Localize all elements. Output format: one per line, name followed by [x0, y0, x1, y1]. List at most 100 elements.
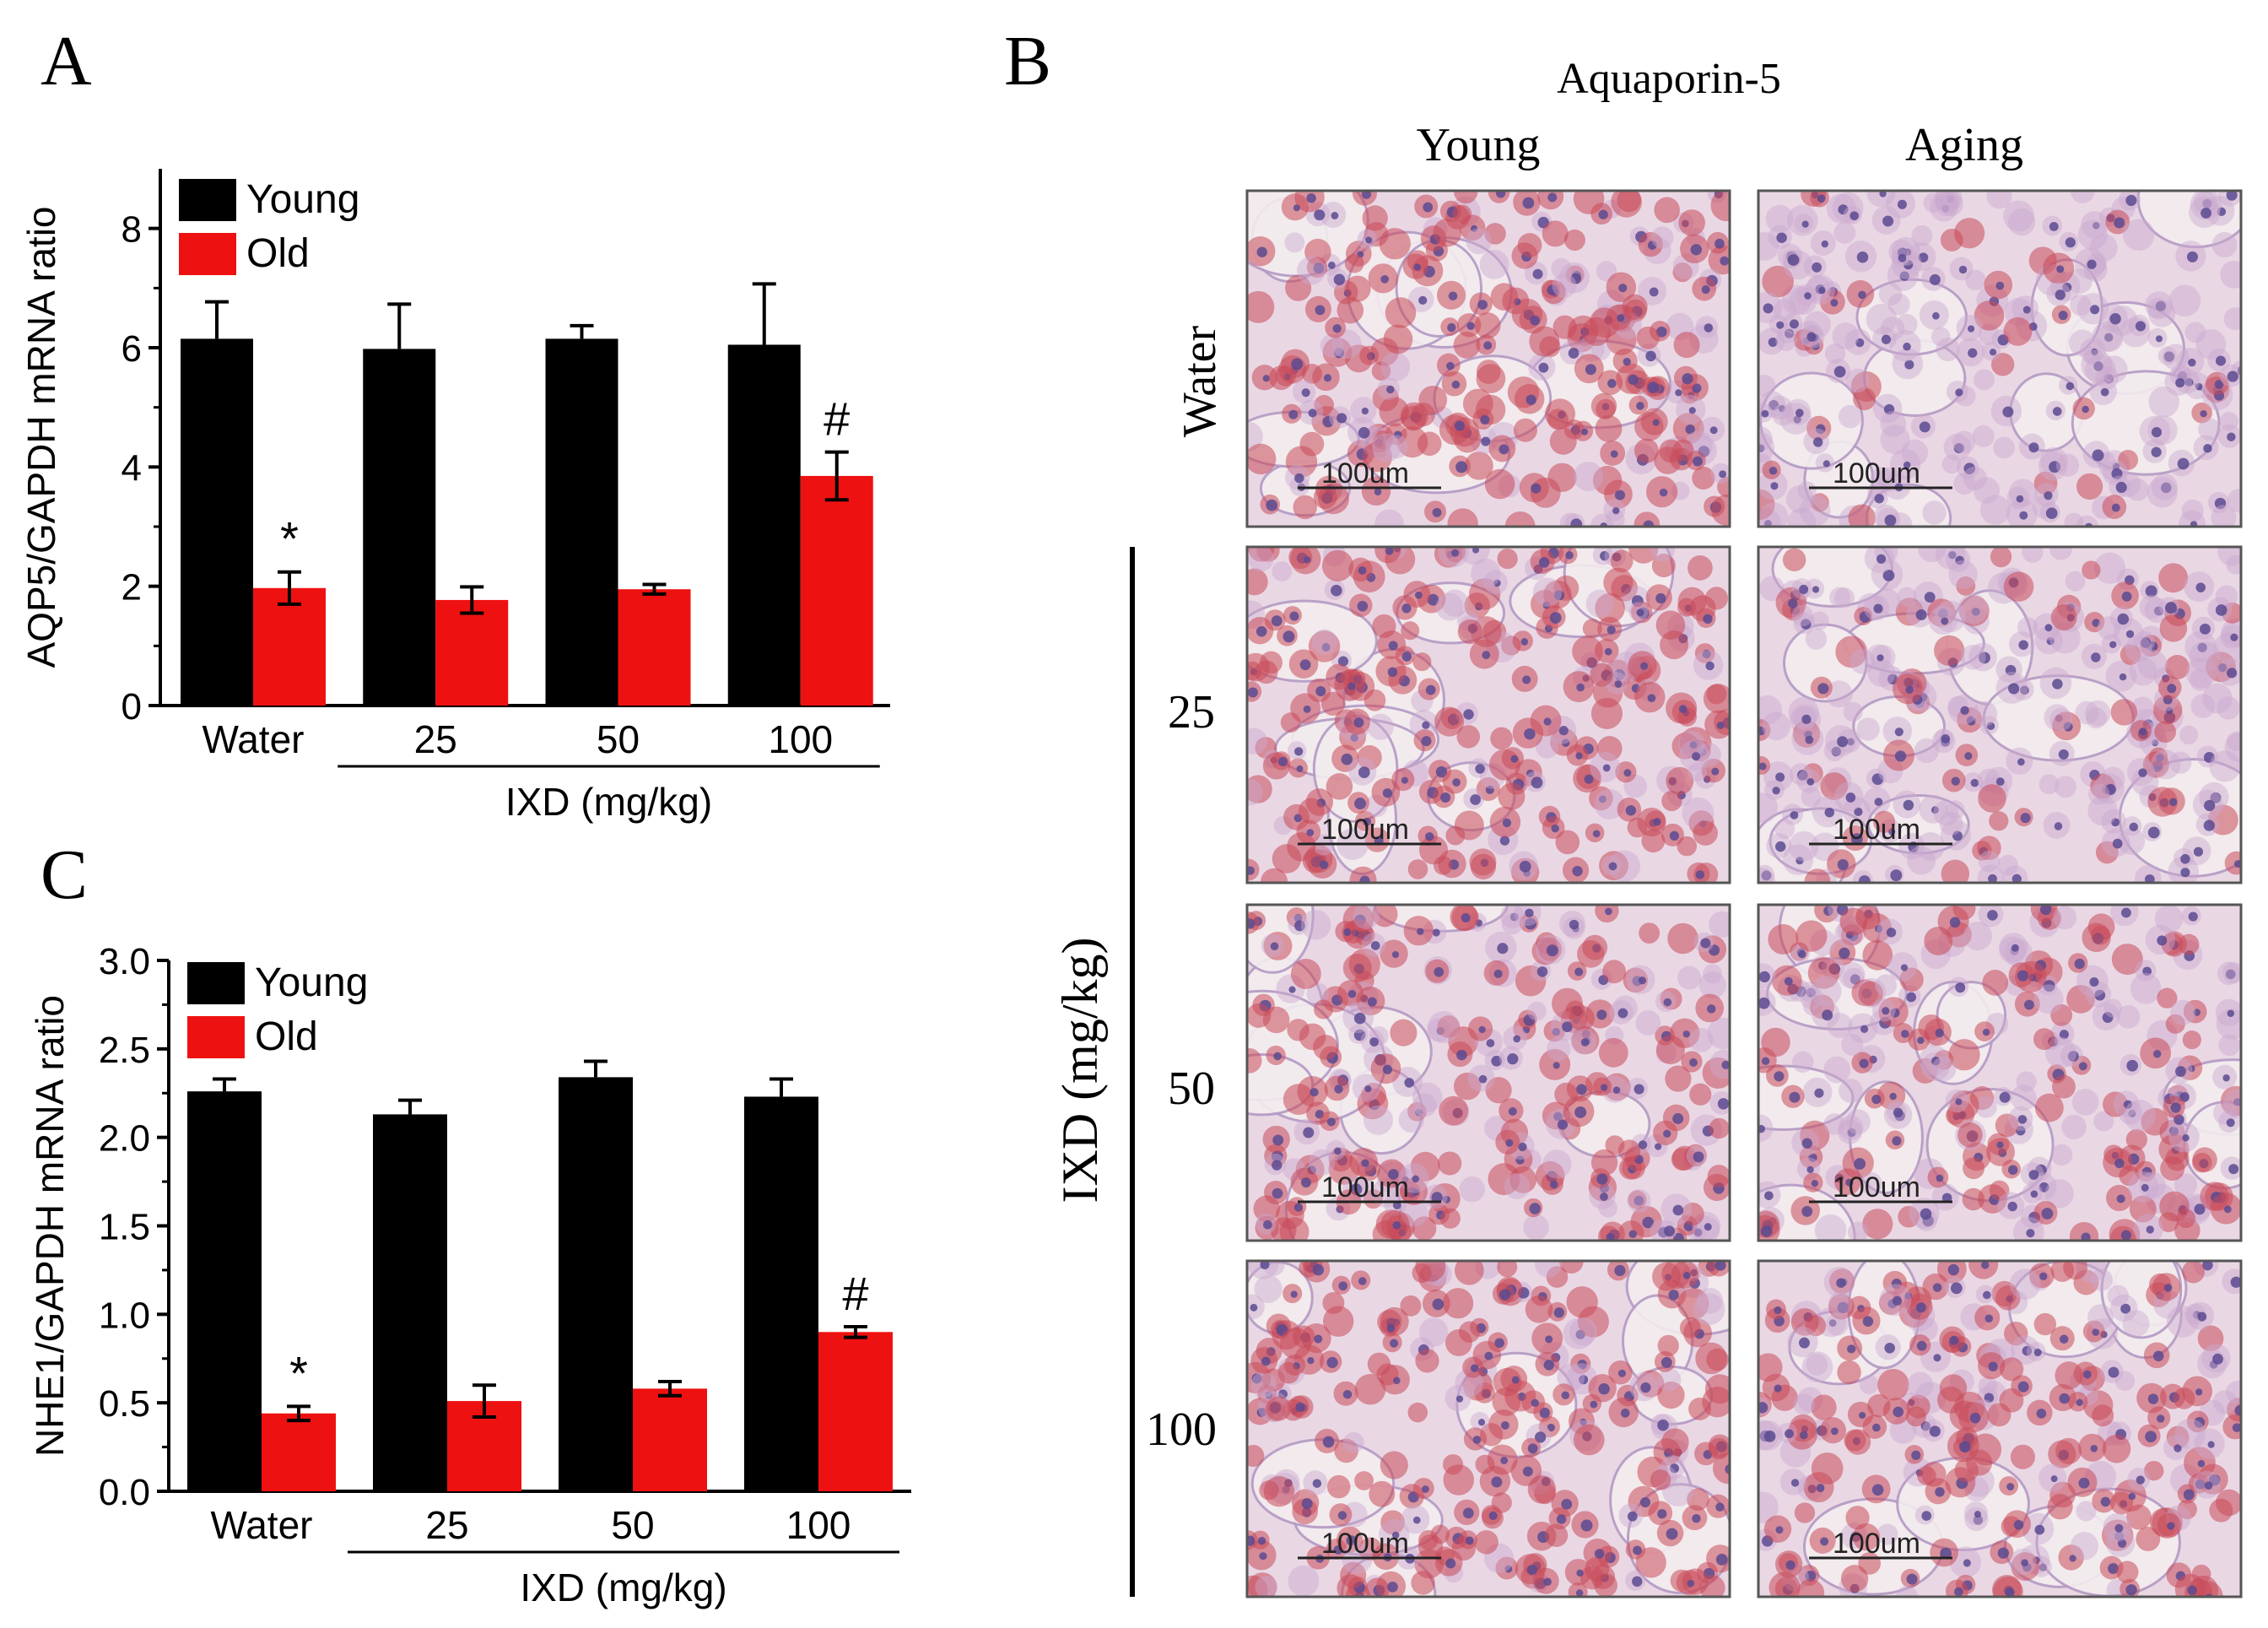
- nucleus: [1290, 1290, 1298, 1298]
- nucleus: [1704, 1223, 1712, 1231]
- nucleus: [1799, 584, 1809, 594]
- nucleus: [2094, 989, 2106, 1001]
- nucleus: [1949, 917, 1961, 928]
- cell: [1711, 494, 1730, 526]
- nucleus: [1364, 1085, 1372, 1093]
- nucleus: [2222, 1074, 2230, 1082]
- scale-bar-label: 100um: [1321, 814, 1409, 846]
- nucleus: [1301, 388, 1310, 398]
- cell: [1968, 1261, 1999, 1279]
- cell: [1823, 1056, 1851, 1084]
- nucleus: [1814, 1088, 1824, 1098]
- nucleus: [1543, 717, 1552, 726]
- nucleus: [2193, 1009, 2200, 1016]
- nucleus: [1947, 1263, 1959, 1276]
- legend-label-young: Young: [255, 960, 368, 1005]
- cell: [1549, 427, 1577, 455]
- nucleus: [1551, 824, 1559, 833]
- cell: [1785, 484, 1815, 514]
- cell: [1671, 1148, 1694, 1171]
- cell: [1717, 476, 1730, 498]
- cell: [1758, 1491, 1779, 1523]
- nucleus: [1871, 773, 1884, 786]
- cell: [1772, 403, 1795, 426]
- nucleus: [1879, 191, 1887, 197]
- cell: [1915, 831, 1945, 862]
- nucleus: [1882, 215, 1894, 227]
- nucleus: [2038, 1563, 2047, 1571]
- cell: [1357, 744, 1382, 771]
- nucleus: [1892, 1136, 1902, 1146]
- nucleus: [1530, 315, 1541, 326]
- nucleus: [1538, 362, 1549, 373]
- cell: [1878, 282, 1903, 306]
- cell: [1320, 333, 1344, 358]
- cell: [1877, 1368, 1909, 1401]
- cell: [1832, 322, 1860, 350]
- cell: [2224, 733, 2241, 763]
- cell: [2093, 552, 2126, 584]
- cell: [1596, 398, 1616, 419]
- cell: [1973, 477, 2001, 504]
- nucleus: [1333, 1147, 1342, 1155]
- scale-bar-label: 100um: [1833, 1171, 1920, 1203]
- cell: [1529, 326, 1560, 357]
- acinus: [2118, 758, 2241, 878]
- cell: [2075, 700, 2099, 725]
- cell: [1254, 1274, 1282, 1303]
- cell: [2160, 1155, 2185, 1182]
- nucleus: [1547, 1423, 1555, 1432]
- cell: [1896, 313, 1918, 335]
- nucleus: [1969, 1412, 1981, 1424]
- bar-young-50: [559, 1077, 633, 1491]
- cell: [2227, 489, 2241, 513]
- cell: [1941, 859, 1970, 883]
- nucleus: [1894, 750, 1907, 762]
- nucleus: [1388, 641, 1398, 651]
- cell: [2102, 1434, 2131, 1463]
- nucleus: [1931, 311, 1940, 320]
- cell: [1641, 829, 1666, 853]
- cell: [1247, 568, 1268, 596]
- nucleus: [1818, 286, 1826, 295]
- nucleus: [1717, 1098, 1730, 1110]
- cell: [1758, 1114, 1774, 1142]
- nucleus: [2177, 457, 2190, 470]
- cell: [1848, 504, 1876, 527]
- nucleus: [1300, 1177, 1311, 1188]
- nucleus: [1960, 706, 1969, 716]
- cell: [1807, 957, 1840, 989]
- cell: [1401, 405, 1426, 431]
- cell: [2007, 208, 2036, 236]
- cell: [1804, 868, 1831, 883]
- bar-young-100: [727, 344, 801, 706]
- nucleus: [1421, 1485, 1429, 1493]
- nucleus: [1451, 549, 1460, 557]
- nucleus: [1580, 1038, 1590, 1047]
- nucleus: [2078, 1062, 2087, 1071]
- nucleus: [2041, 1208, 2054, 1220]
- cell: [1635, 1010, 1661, 1036]
- cell: [1709, 911, 1730, 938]
- nucleus: [1505, 1139, 1514, 1147]
- cell: [1354, 1471, 1374, 1490]
- cell: [1952, 430, 1976, 454]
- nucleus: [2081, 1232, 2091, 1241]
- nucleus: [1427, 593, 1439, 606]
- nucleus: [1321, 642, 1331, 652]
- nucleus: [1815, 424, 1826, 435]
- nucleus: [1764, 520, 1772, 527]
- cell: [1326, 1474, 1351, 1499]
- cell: [2095, 841, 2119, 864]
- cell: [1372, 433, 1401, 462]
- nucleus: [2102, 1012, 2114, 1023]
- nucleus: [1660, 1356, 1672, 1368]
- cell: [2166, 1306, 2199, 1338]
- nucleus: [1272, 1160, 1282, 1171]
- bar-young-water: [187, 1091, 262, 1491]
- cell: [2189, 668, 2211, 691]
- nucleus: [1915, 1302, 1926, 1313]
- cell: [2148, 386, 2180, 418]
- nucleus: [1623, 769, 1632, 777]
- cell: [1768, 923, 1799, 955]
